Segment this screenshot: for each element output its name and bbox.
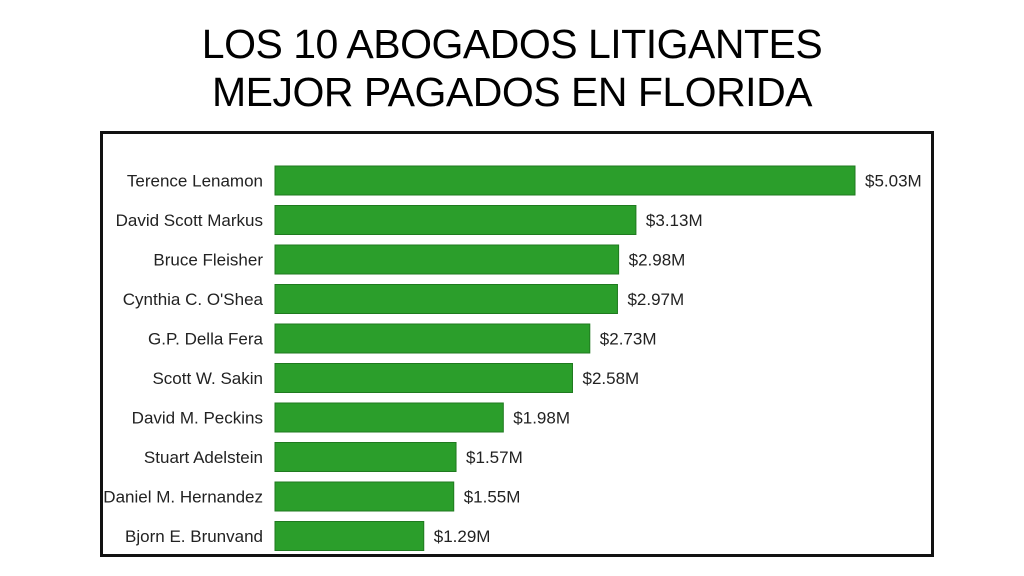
chart-frame: Terence Lenamon $5.03M David Scott Markus $… [100,131,934,557]
value-label: $1.55M [464,488,521,507]
category-label: Daniel M. Hernandez [103,488,263,507]
category-label: Bruce Fleisher [153,251,263,270]
value-label: $2.98M [629,251,686,270]
category-label: David M. Peckins [132,409,263,428]
category-label: Scott W. Sakin [152,369,263,388]
bar [274,521,425,551]
bar [274,363,573,393]
value-label: $3.13M [646,211,703,230]
category-label: David Scott Markus [116,211,263,230]
value-label: $5.03M [865,172,922,191]
bar [274,481,455,512]
value-label: $2.97M [627,290,684,309]
chart-title-line2: MEJOR PAGADOS EN FLORIDA [211,69,813,115]
category-label: Bjorn E. Brunvand [125,527,263,546]
category-label: Stuart Adelstein [144,448,263,467]
bar-chart: Terence Lenamon $5.03M David Scott Markus $… [103,165,922,551]
bar [274,284,618,314]
category-label: Cynthia C. O'Shea [123,290,264,309]
value-label: $1.29M [434,527,491,546]
bar [274,205,637,235]
value-label: $2.58M [582,369,639,388]
value-label: $1.98M [513,409,570,428]
category-label: G.P. Della Fera [148,330,264,349]
value-label: $2.73M [600,330,657,349]
chart-title: LOS 10 ABOGADOS LITIGANTES MEJOR PAGADOS… [0,20,1024,116]
bar [274,244,620,275]
chart-title-line1: LOS 10 ABOGADOS LITIGANTES [201,21,823,67]
bar [274,323,591,354]
category-label: Terence Lenamon [127,172,263,191]
bar [274,402,504,433]
bar [274,442,457,472]
value-label: $1.57M [466,448,523,467]
bar [274,165,856,196]
